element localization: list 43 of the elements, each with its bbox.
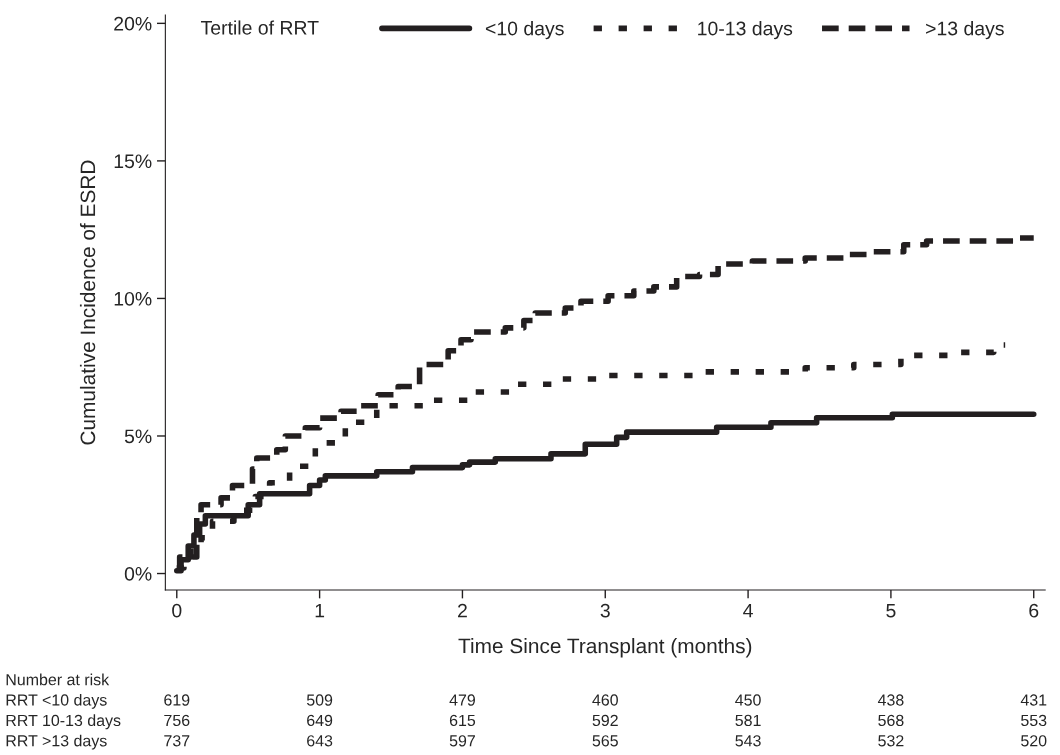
y-tick-label: 0% (124, 567, 152, 581)
text: 568 (878, 714, 904, 727)
legend-title: Tertile of RRT (200, 20, 319, 35)
text: 615 (449, 714, 476, 727)
text: 565 (592, 735, 618, 747)
y-axis-title: Cumulative Incidence of ESRD (79, 160, 96, 445)
x-tick-label: 6 (1029, 603, 1039, 618)
text: RRT >13 days (6, 734, 107, 750)
text: 450 (735, 694, 761, 706)
text: RRT <10 days (6, 693, 107, 709)
text: 532 (878, 735, 904, 747)
text: 619 (164, 694, 190, 706)
text: 479 (449, 694, 475, 706)
text: 649 (307, 714, 333, 727)
legend-label: 10-13 days (698, 21, 793, 40)
y-tick-label: 5% (124, 429, 152, 444)
text: 431 (1020, 694, 1047, 706)
text: 543 (735, 735, 761, 747)
text: 438 (877, 694, 904, 706)
text: 597 (449, 735, 475, 747)
text: 581 (735, 714, 761, 727)
legend-label: >13 days (926, 21, 1004, 40)
x-tick-label: 3 (600, 603, 610, 618)
text: 737 (164, 735, 190, 747)
y-tick-label: 15% (114, 154, 152, 169)
text: 460 (592, 694, 618, 706)
y-tick-label: 10% (114, 291, 152, 306)
text: 756 (164, 714, 190, 727)
x-tick-label: 0 (172, 603, 182, 618)
x-axis-title: Time Since Transplant (months) (458, 638, 752, 658)
text: 520 (1021, 735, 1047, 747)
text: 643 (307, 735, 333, 747)
text: 592 (592, 714, 618, 727)
x-tick-label: 1 (315, 603, 325, 618)
y-tick-label: 20% (114, 16, 152, 31)
x-tick-label: 2 (458, 603, 467, 618)
text: 553 (1021, 714, 1047, 727)
text: RRT 10-13 days (6, 714, 121, 730)
x-tick-label: 5 (886, 603, 896, 618)
legend-label: <10 days (485, 21, 564, 40)
text: Number at risk (6, 673, 110, 686)
text: 509 (306, 694, 333, 706)
x-tick-label: 4 (743, 603, 753, 618)
